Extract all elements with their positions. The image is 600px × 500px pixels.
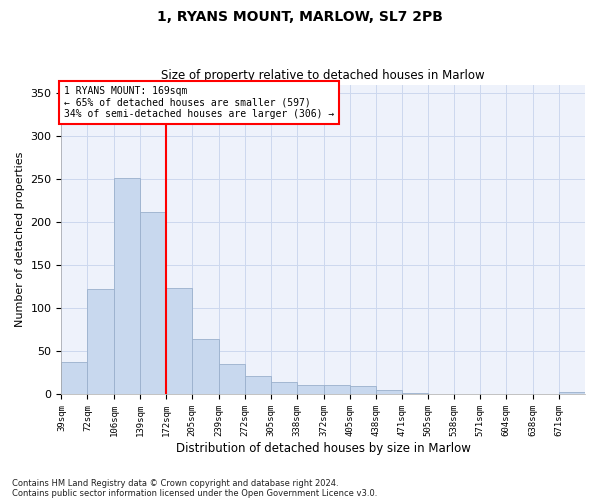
Title: Size of property relative to detached houses in Marlow: Size of property relative to detached ho…: [161, 69, 485, 82]
X-axis label: Distribution of detached houses by size in Marlow: Distribution of detached houses by size …: [176, 442, 470, 455]
Bar: [114, 178, 140, 394]
Bar: [245, 376, 271, 394]
Text: 1 RYANS MOUNT: 169sqm
← 65% of detached houses are smaller (597)
34% of semi-det: 1 RYANS MOUNT: 169sqm ← 65% of detached …: [64, 86, 334, 120]
Bar: [166, 288, 192, 395]
Bar: [350, 386, 376, 394]
Bar: [559, 392, 585, 394]
Bar: [219, 364, 245, 394]
Bar: [88, 290, 114, 395]
Text: 1, RYANS MOUNT, MARLOW, SL7 2PB: 1, RYANS MOUNT, MARLOW, SL7 2PB: [157, 10, 443, 24]
Bar: [297, 385, 323, 394]
Text: Contains HM Land Registry data © Crown copyright and database right 2024.: Contains HM Land Registry data © Crown c…: [12, 478, 338, 488]
Text: Contains public sector information licensed under the Open Government Licence v3: Contains public sector information licen…: [12, 488, 377, 498]
Bar: [271, 382, 297, 394]
Bar: [61, 362, 88, 394]
Bar: [192, 338, 219, 394]
Bar: [376, 390, 401, 394]
Bar: [401, 393, 428, 394]
Bar: [140, 212, 166, 394]
Y-axis label: Number of detached properties: Number of detached properties: [15, 152, 25, 327]
Bar: [323, 385, 350, 394]
